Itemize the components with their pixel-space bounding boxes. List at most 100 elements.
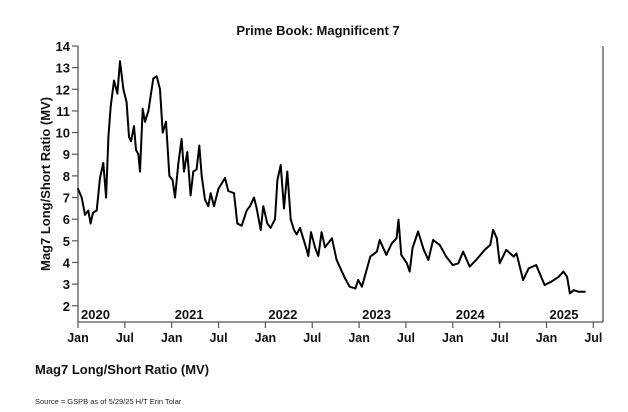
data-point	[400, 253, 403, 256]
data-point	[408, 270, 411, 273]
data-point	[139, 170, 141, 173]
data-point	[550, 280, 553, 283]
data-point	[302, 237, 305, 240]
data-point	[113, 79, 115, 82]
y-tick-label: 5	[63, 234, 70, 249]
data-point	[133, 125, 135, 127]
data-point	[95, 209, 98, 212]
data-point	[457, 262, 460, 265]
data-point	[438, 244, 441, 246]
data-point	[557, 275, 560, 278]
data-point	[255, 207, 258, 210]
data-point	[535, 264, 538, 266]
data-point	[361, 285, 363, 288]
data-point	[209, 192, 212, 195]
x-tick-label: Jul	[210, 331, 228, 345]
data-point	[498, 262, 501, 265]
year-label: 2020	[81, 307, 110, 322]
year-label: 2025	[550, 307, 579, 322]
data-point	[253, 196, 255, 199]
data-point	[363, 275, 366, 278]
data-point	[105, 196, 108, 199]
data-point	[286, 170, 289, 173]
data-point	[262, 205, 265, 208]
y-tick-label: 4	[63, 255, 71, 270]
data-point	[217, 187, 220, 190]
y-axis-label: Mag7 Long/Short Ratio (MV)	[38, 97, 53, 271]
data-point	[405, 262, 408, 265]
data-point	[155, 75, 158, 78]
data-point	[432, 239, 435, 241]
x-tick-label: Jan	[255, 331, 277, 345]
data-point	[144, 120, 146, 123]
data-point	[289, 218, 292, 221]
data-point	[89, 222, 92, 225]
y-tick-label: 13	[56, 61, 70, 76]
data-point	[274, 218, 276, 221]
data-point	[240, 224, 243, 227]
data-point	[130, 140, 132, 143]
data-point	[354, 287, 357, 290]
data-point	[483, 249, 486, 251]
data-point	[468, 265, 471, 268]
data-point	[390, 242, 393, 245]
y-tick-label: 10	[56, 126, 70, 141]
data-point	[84, 213, 86, 216]
series-line	[77, 60, 585, 295]
source-note: Source = GSPB as of 5/29/25 H/T Erin Tol…	[35, 397, 182, 406]
y-tick-label: 12	[56, 82, 70, 97]
data-point	[224, 177, 226, 179]
data-point	[269, 226, 272, 229]
data-point	[245, 209, 248, 212]
data-point	[451, 264, 454, 266]
data-point	[109, 105, 112, 108]
data-point	[293, 229, 295, 231]
data-point	[102, 161, 105, 164]
data-point	[159, 88, 161, 91]
data-point	[80, 196, 83, 199]
data-point	[492, 228, 494, 231]
year-label: 2024	[456, 307, 486, 322]
data-point	[515, 252, 518, 255]
data-point	[577, 290, 580, 293]
data-point	[584, 290, 586, 293]
data-point	[397, 218, 400, 221]
data-point	[344, 277, 346, 280]
axes	[77, 46, 604, 323]
data-point	[505, 249, 508, 251]
data-point	[376, 250, 378, 253]
x-tick-label: Jan	[442, 331, 464, 345]
data-point	[314, 246, 316, 249]
data-point	[183, 170, 185, 173]
data-point	[87, 209, 90, 212]
data-point	[135, 149, 137, 151]
x-tick-label: Jul	[397, 331, 415, 345]
ticks: 2 3 4 5 6 7 8 9 10 11 12 13 14 Jan Jul Jan Jul Jan Jul Jan J…	[56, 39, 603, 345]
data-point	[213, 205, 215, 208]
data-point	[339, 267, 342, 270]
data-point	[171, 179, 174, 182]
data-point	[119, 60, 121, 63]
y-tick-label: 7	[63, 191, 70, 206]
data-point	[186, 151, 189, 153]
year-label: 2022	[268, 307, 297, 322]
y-tick-label: 3	[63, 277, 70, 292]
data-point	[369, 255, 372, 258]
legend-label: Mag7 Long/Short Ratio (MV)	[35, 362, 210, 377]
series	[77, 60, 586, 295]
data-point	[198, 144, 201, 147]
data-point	[207, 205, 210, 208]
data-point	[266, 222, 269, 225]
data-point	[128, 136, 130, 138]
data-point	[522, 279, 524, 281]
data-point	[320, 231, 323, 234]
data-point	[107, 136, 110, 138]
y-tick-label: 8	[63, 169, 70, 184]
x-tick-label: Jul	[491, 331, 509, 345]
data-point	[77, 187, 79, 190]
data-point	[174, 196, 176, 199]
chart-title: Prime Book: Magnificent 7	[236, 23, 399, 38]
data-point	[310, 231, 312, 234]
year-label: 2023	[362, 307, 391, 322]
